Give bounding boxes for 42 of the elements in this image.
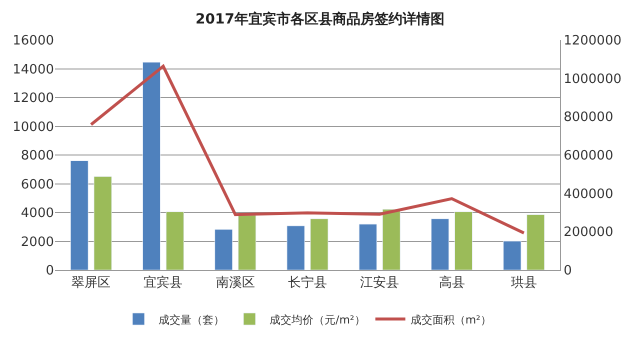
y-tick-label: 14000 (12, 62, 54, 78)
bar (310, 218, 328, 270)
y-tick-label: 8000 (20, 148, 54, 164)
y-tick-label: 16000 (12, 34, 54, 49)
x-tick-label: 南溪区 (216, 276, 255, 291)
y2-tick-label: 200000 (564, 225, 614, 240)
bar (238, 215, 256, 270)
bar (214, 229, 233, 270)
legend-label: 成交均价（元/m²） (270, 313, 366, 326)
y2-tick-label: 600000 (564, 148, 614, 164)
x-tick-label: 高县 (438, 274, 465, 291)
bar (70, 160, 88, 270)
x-tick-label: 珙县 (510, 276, 537, 291)
y-tick-label: 4000 (20, 206, 54, 222)
legend-label: 成交量（套） (158, 313, 224, 326)
y-tick-label: 6000 (20, 177, 54, 192)
bar (382, 209, 400, 270)
bar (431, 218, 450, 270)
y-tick-label: 0 (46, 264, 54, 279)
y2-tick-label: 1000000 (564, 72, 622, 87)
chart-title: 2017年宜宾市各区县商品房签约详情图 (196, 10, 444, 28)
y-tick-label: 10000 (12, 120, 54, 135)
x-tick-label: 江安县 (360, 274, 400, 291)
bar (94, 176, 112, 270)
y2-tick-label: 800000 (564, 110, 614, 126)
bar (526, 214, 545, 270)
y2-tick-label: 0 (564, 264, 572, 279)
bar (166, 212, 184, 270)
y2-tick-label: 1200000 (564, 34, 622, 49)
y-tick-label: 12000 (12, 91, 54, 106)
x-tick-label: 宜宾县 (144, 274, 183, 291)
bar (286, 226, 305, 270)
y2-tick-label: 400000 (564, 186, 614, 202)
bar (454, 212, 473, 270)
x-tick-label: 翠屏区 (72, 276, 111, 291)
line-series (90, 64, 526, 235)
y-tick-label: 2000 (20, 234, 54, 250)
bar (358, 224, 377, 270)
x-tick-label: 长宁县 (288, 274, 327, 291)
legend-label: 成交面积（m²） (410, 313, 492, 326)
bar (142, 62, 161, 270)
bar (503, 240, 522, 270)
